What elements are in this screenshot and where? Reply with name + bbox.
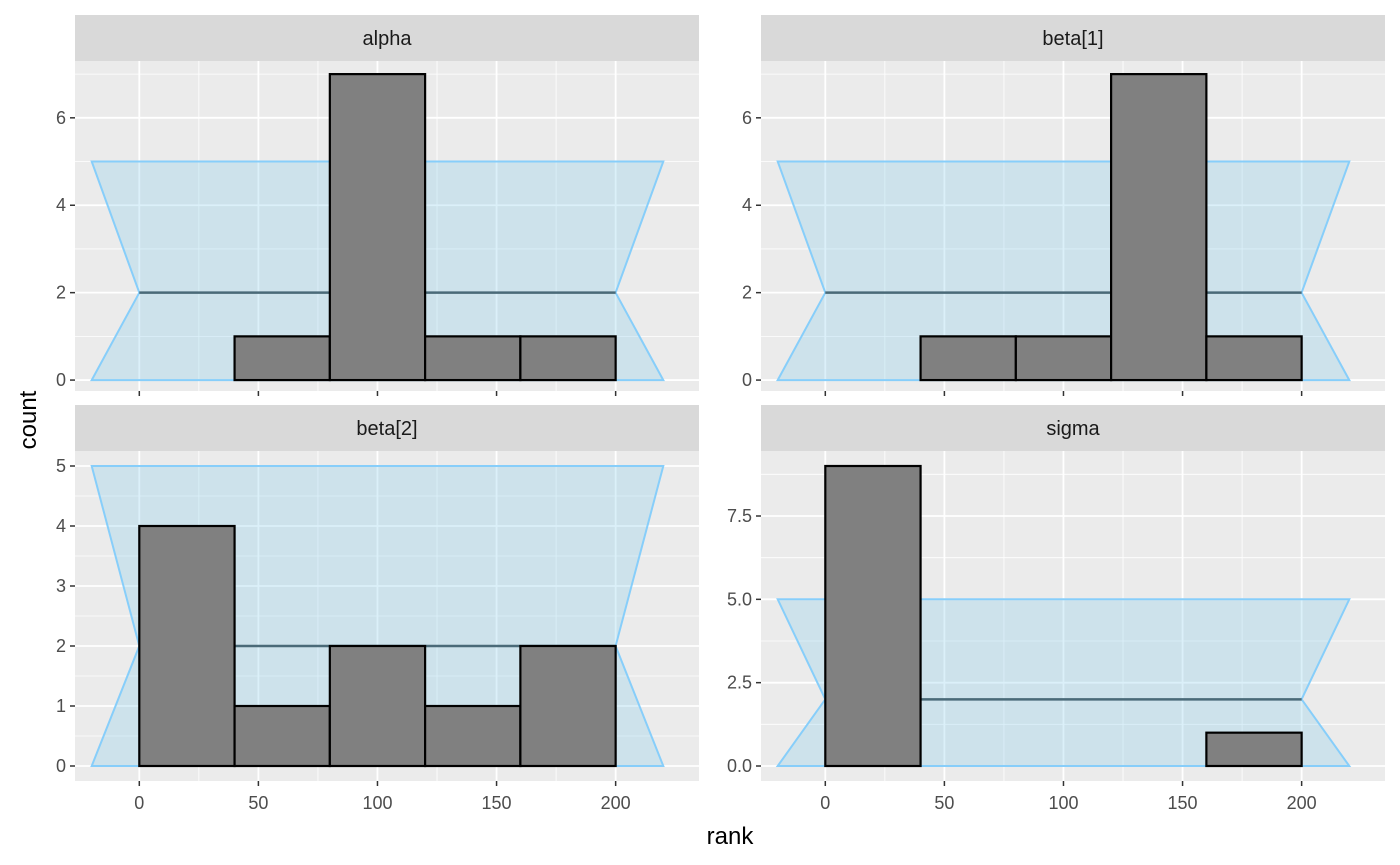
y-tick-label: 0 (56, 370, 66, 390)
y-tick-label: 0 (742, 370, 752, 390)
strip-title: beta[2] (356, 418, 417, 440)
strip-background (761, 15, 1385, 61)
y-tick-label: 6 (56, 108, 66, 128)
x-tick-label: 100 (1048, 793, 1078, 813)
y-tick-label: 4 (742, 195, 752, 215)
strip-background (761, 405, 1385, 451)
x-tick-label: 150 (1168, 793, 1198, 813)
x-tick-label: 100 (362, 793, 392, 813)
histogram-bar (519, 335, 617, 382)
histogram-bar (138, 524, 236, 768)
panel-beta1: beta[1] 0 2 4 6 (742, 15, 1385, 396)
y-tick-label: 4 (56, 516, 66, 536)
x-tick-label: 50 (248, 793, 268, 813)
histogram-bar (1205, 731, 1303, 768)
panel-sigma: sigma 0.0 2.5 5.0 7.5 0 50 100 150 200 (727, 405, 1385, 813)
y-tick-label: 5 (56, 456, 66, 476)
x-axis-title: rank (707, 823, 755, 850)
y-tick-label: 0 (56, 756, 66, 776)
histogram-bar (824, 464, 922, 768)
histogram-bar (1110, 73, 1208, 382)
histogram-bar (424, 335, 522, 382)
x-tick-label: 0 (820, 793, 830, 813)
y-tick-label: 7.5 (727, 506, 752, 526)
y-tick-label: 2 (56, 636, 66, 656)
y-tick-label: 0.0 (727, 756, 752, 776)
y-tick-label: 2 (742, 283, 752, 303)
histogram-bar (919, 335, 1017, 382)
x-tick-label: 200 (601, 793, 631, 813)
strip-title: sigma (1046, 418, 1100, 440)
strip-title: alpha (363, 28, 413, 50)
y-tick-label: 5.0 (727, 589, 752, 609)
histogram-bar (328, 73, 427, 382)
x-tick-label: 50 (934, 793, 954, 813)
x-tick-label: 0 (134, 793, 144, 813)
x-tick-label: 150 (482, 793, 512, 813)
histogram-bar (1205, 335, 1303, 382)
strip-background (75, 405, 699, 451)
x-tick-label: 200 (1287, 793, 1317, 813)
y-tick-label: 1 (56, 696, 66, 716)
y-axis-title: count (15, 390, 42, 449)
histogram-bar (424, 704, 522, 768)
panel-alpha: alpha 0 2 4 6 (56, 15, 699, 396)
y-tick-label: 6 (742, 108, 752, 128)
y-tick-label: 2.5 (727, 673, 752, 693)
histogram-bar (233, 704, 331, 768)
histogram-bar (519, 644, 617, 768)
strip-background (75, 15, 699, 61)
y-tick-label: 3 (56, 576, 66, 596)
strip-title: beta[1] (1042, 28, 1103, 50)
y-tick-label: 4 (56, 195, 66, 215)
histogram-bar (233, 335, 331, 382)
histogram-bar (1014, 335, 1113, 382)
histogram-bar (328, 644, 427, 768)
y-tick-label: 2 (56, 283, 66, 303)
